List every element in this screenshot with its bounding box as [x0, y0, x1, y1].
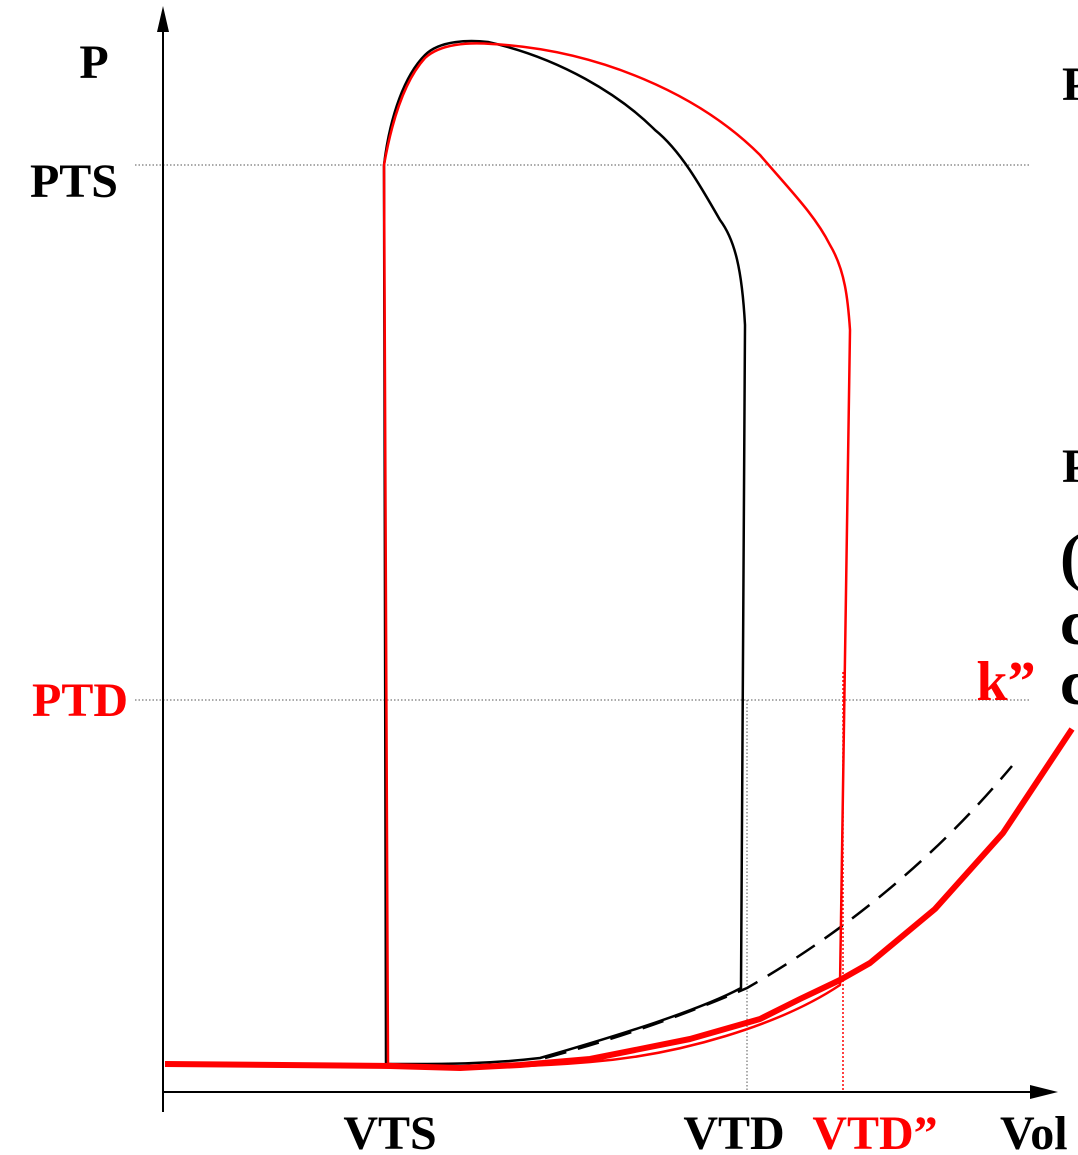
vtd-label: VTD [683, 1107, 784, 1155]
right-clip-text-4: c [1060, 587, 1078, 658]
pts-label: PTS [30, 155, 118, 208]
x-axis-arrow [1030, 1085, 1058, 1099]
y-axis-arrow [157, 6, 169, 32]
edpvr-dashed-curve [544, 765, 1013, 1060]
y-axis-label: P [79, 36, 108, 89]
vts-label: VTS [343, 1107, 436, 1155]
ptd-label: PTD [32, 674, 128, 727]
k2-label: k” [976, 651, 1035, 713]
vol-label: Vol [1000, 1107, 1068, 1155]
pv-loop-black [382, 39, 747, 1066]
pv-loop-red [382, 42, 852, 1069]
edpvr-red-curve [164, 727, 1075, 1071]
right-clip-text-1: P [1062, 58, 1078, 111]
vtd2-label: VTD” [812, 1107, 937, 1155]
right-clip-text-3: ( [1060, 521, 1078, 592]
right-clip-text-2: P [1062, 440, 1078, 493]
right-clip-text-5: c [1060, 647, 1078, 718]
